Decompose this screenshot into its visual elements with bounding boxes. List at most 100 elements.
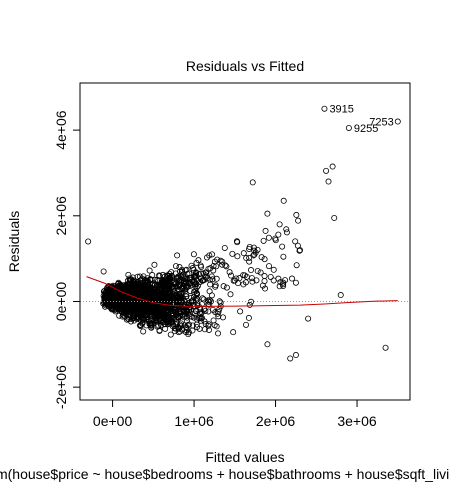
data-point <box>160 283 167 290</box>
data-point <box>234 253 241 260</box>
data-point <box>249 179 256 186</box>
data-point <box>144 316 151 323</box>
data-point <box>148 322 155 329</box>
data-point <box>222 262 229 269</box>
data-point <box>292 279 299 286</box>
data-point <box>183 327 190 334</box>
data-point <box>139 320 146 327</box>
data-point <box>283 229 290 236</box>
data-point <box>168 292 175 299</box>
data-point <box>170 308 177 315</box>
data-point <box>210 317 217 324</box>
data-point <box>177 273 184 280</box>
data-point <box>210 267 217 274</box>
data-point <box>147 277 154 284</box>
data-point <box>228 272 235 279</box>
data-point <box>215 330 222 337</box>
data-point <box>159 296 166 303</box>
data-point <box>199 295 206 302</box>
data-point <box>190 279 197 286</box>
data-point <box>155 312 162 319</box>
data-point <box>159 319 166 326</box>
data-point <box>325 178 332 185</box>
data-point <box>190 294 197 301</box>
y-tick-label: 0e+00 <box>53 282 69 322</box>
data-point <box>153 298 160 305</box>
data-point <box>206 252 213 259</box>
data-point <box>206 288 213 295</box>
data-point <box>221 244 228 251</box>
data-point <box>175 329 182 336</box>
data-point <box>185 311 192 318</box>
data-point <box>214 310 221 317</box>
data-point <box>292 238 299 245</box>
data-point <box>170 283 177 290</box>
data-point <box>136 273 143 280</box>
data-point <box>125 271 132 278</box>
data-point <box>266 263 273 270</box>
data-point <box>159 279 166 286</box>
data-point <box>184 314 191 321</box>
data-point <box>168 318 175 325</box>
data-point <box>240 250 247 257</box>
data-point <box>198 315 205 322</box>
data-point <box>242 279 249 286</box>
data-point <box>148 324 155 331</box>
data-point <box>164 280 171 287</box>
y-axis: -2e+06 0e+00 2e+06 4e+06 <box>53 110 81 409</box>
data-point <box>305 315 312 322</box>
data-point <box>193 259 200 266</box>
data-point <box>217 299 224 306</box>
data-point <box>264 210 271 217</box>
data-point <box>133 299 140 306</box>
data-point <box>270 266 277 273</box>
data-point <box>198 309 205 316</box>
data-point <box>251 247 258 254</box>
smooth-fit-line <box>86 276 398 307</box>
data-point <box>125 282 132 289</box>
data-point <box>131 277 138 284</box>
data-point <box>192 271 199 278</box>
data-point <box>137 321 144 328</box>
x-tick-label: 2e+06 <box>256 413 296 429</box>
data-point <box>382 344 389 351</box>
data-point <box>85 238 92 245</box>
data-point <box>196 309 203 316</box>
data-point <box>189 327 196 334</box>
data-point <box>246 245 253 252</box>
data-point <box>162 325 169 332</box>
data-point <box>189 278 196 285</box>
data-point <box>174 252 181 259</box>
data-point <box>229 250 236 257</box>
data-point <box>219 261 226 268</box>
data-point <box>208 273 215 280</box>
data-point <box>289 275 296 282</box>
data-point <box>276 221 283 228</box>
data-point <box>137 284 144 291</box>
data-point <box>201 318 208 325</box>
data-point <box>243 321 250 328</box>
data-point <box>184 308 191 315</box>
data-point <box>329 163 336 170</box>
data-point <box>337 292 344 299</box>
data-point <box>321 105 328 112</box>
data-point <box>259 282 266 289</box>
data-point <box>172 308 179 315</box>
data-point <box>156 327 163 334</box>
data-point <box>264 341 271 348</box>
data-point <box>287 355 294 362</box>
data-point <box>183 282 190 289</box>
data-point <box>213 275 220 282</box>
data-point <box>272 235 279 242</box>
data-point <box>175 324 182 331</box>
data-point <box>296 247 303 254</box>
data-point <box>126 303 133 310</box>
data-point <box>186 321 193 328</box>
data-point <box>160 277 167 284</box>
data-point <box>190 251 197 258</box>
data-point <box>249 278 256 285</box>
data-point <box>195 315 202 322</box>
data-point <box>186 299 193 306</box>
data-point <box>148 292 155 299</box>
